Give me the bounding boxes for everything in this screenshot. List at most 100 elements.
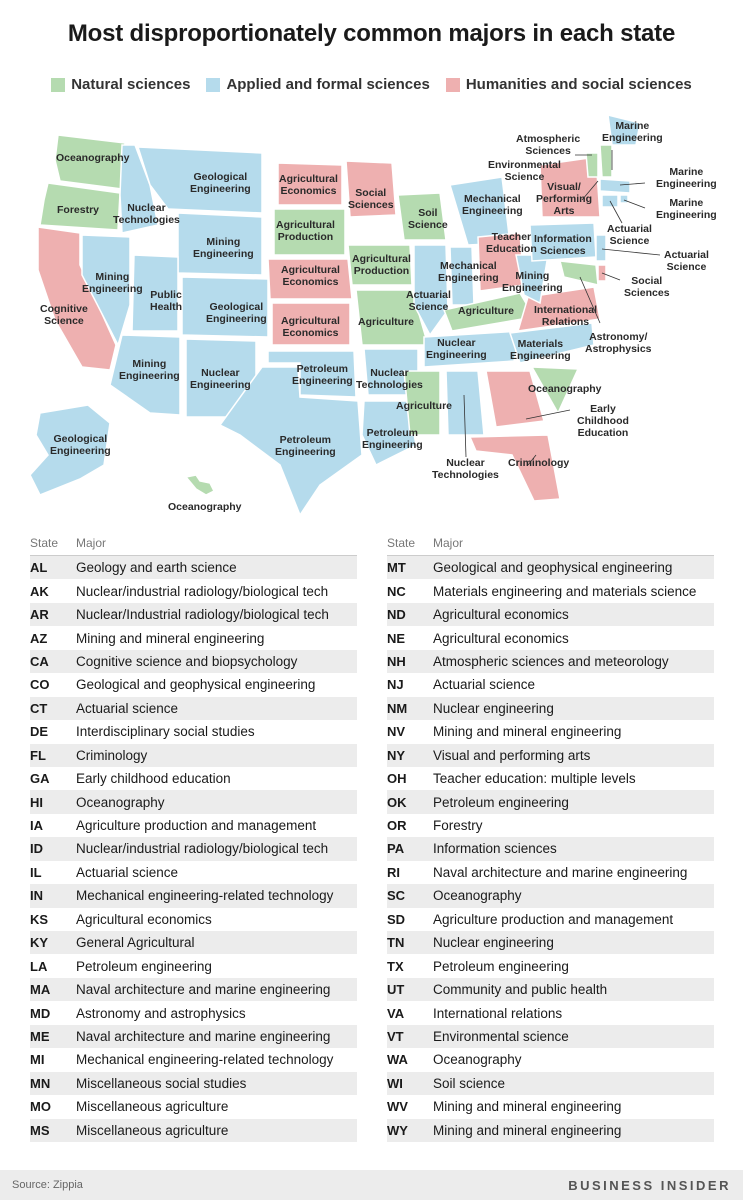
header-major: Major — [433, 536, 464, 550]
state-hi — [184, 474, 216, 496]
state-wa — [54, 134, 126, 190]
label-ia: Agricultural Production — [352, 253, 411, 277]
table-row: NV Mining and mineral engineering — [387, 720, 714, 743]
table-row: CA Cognitive science and biopsychology — [30, 649, 357, 674]
state-code: IN — [30, 888, 43, 904]
label-nd: Agricultural Economics — [279, 173, 338, 197]
major-name: Information sciences — [433, 841, 557, 857]
state-code: GA — [30, 771, 50, 787]
label-md: Astronomy/ Astrophysics — [585, 331, 652, 355]
major-name: Agriculture production and management — [433, 911, 674, 927]
major-name: Nuclear engineering — [433, 935, 554, 951]
state-code: SD — [387, 911, 406, 927]
label-ca: Cognitive Science — [40, 303, 88, 327]
table-row: MT Geological and geophysical engineering — [387, 556, 714, 580]
major-name: Actuarial science — [76, 864, 179, 880]
state-code: NJ — [387, 677, 404, 693]
major-name: Miscellaneous agriculture — [76, 1099, 229, 1115]
label-in: Mechanical Engineering — [438, 260, 499, 284]
major-name: Geological and geophysical engineering — [433, 560, 673, 576]
label-hi: Oceanography — [168, 501, 242, 513]
major-name: Miscellaneous agriculture — [76, 1122, 229, 1138]
legend-applied-sciences: Applied and formal sciences — [206, 76, 430, 93]
state-code: MS — [30, 1122, 50, 1138]
label-az: Mining Engineering — [119, 358, 180, 382]
major-name: Mining and mineral engineering — [76, 630, 265, 646]
table-row: DE Interdisciplinary social studies — [30, 720, 357, 743]
state-ak — [29, 404, 111, 496]
state-code: VT — [387, 1028, 404, 1044]
brand-logo: BUSINESS INSIDER — [568, 1177, 731, 1193]
table-row: TN Nuclear engineering — [387, 931, 714, 955]
label-wv: Mining Engineering — [502, 270, 563, 294]
major-name: Forestry — [433, 818, 483, 834]
major-name: Interdisciplinary social studies — [76, 724, 255, 740]
major-name: Actuarial science — [76, 700, 179, 716]
table-row: MO Miscellaneous agriculture — [30, 1095, 357, 1118]
state-code: LA — [30, 958, 48, 974]
state-code: MD — [30, 1005, 51, 1021]
footer: Source: Zippia BUSINESS INSIDER — [0, 1170, 743, 1200]
label-wy: Mining Engineering — [193, 236, 254, 260]
label-nh: Atmospheric Sciences — [516, 133, 581, 157]
label-fl: Criminology — [508, 457, 570, 469]
state-ms — [403, 370, 441, 436]
state-code: NY — [387, 747, 406, 763]
label-nc: Materials Engineering — [510, 338, 571, 362]
state-ut — [131, 254, 179, 332]
table-row: SC Oceanography — [387, 884, 714, 908]
state-code: WI — [387, 1075, 403, 1091]
label-il: Actuarial Science — [406, 289, 451, 313]
state-wy — [177, 212, 263, 276]
label-ct: Actuarial Science — [607, 223, 652, 247]
label-tn: Nuclear Engineering — [426, 337, 487, 361]
table-row: NM Nuclear engineering — [387, 696, 714, 721]
legend-swatch-humanities — [445, 77, 460, 92]
table-row: WV Mining and mineral engineering — [387, 1095, 714, 1118]
major-name: Early childhood education — [76, 771, 231, 787]
major-name: Petroleum engineering — [433, 794, 569, 810]
state-code: WA — [387, 1052, 408, 1068]
label-nv: Mining Engineering — [82, 271, 143, 295]
table-row: VA International relations — [387, 1001, 714, 1024]
label-al: Nuclear Technologies — [432, 457, 499, 481]
legend-label: Natural sciences — [71, 76, 191, 93]
major-name: Agricultural economics — [433, 630, 569, 646]
table-row: AL Geology and earth science — [30, 556, 357, 580]
table-row: OK Petroleum engineering — [387, 790, 714, 814]
majors-table-right: State Major MT Geological and geophysical… — [387, 536, 714, 1142]
label-or: Forestry — [57, 204, 100, 216]
major-name: Nuclear/industrial radiology/biological … — [76, 841, 329, 857]
major-name: Agricultural economics — [433, 607, 569, 623]
state-code: AK — [30, 583, 49, 599]
label-ky: Agriculture — [458, 305, 515, 317]
state-code: IL — [30, 864, 42, 880]
state-code: MI — [30, 1052, 45, 1068]
table-row: NJ Actuarial science — [387, 673, 714, 696]
header-state: State — [30, 536, 59, 550]
label-mt: Geological Engineering — [190, 171, 251, 195]
table-row: MD Astronomy and astrophysics — [30, 1001, 357, 1024]
label-mo: Agriculture — [358, 316, 415, 328]
major-name: Mining and mineral engineering — [433, 1122, 622, 1138]
table-row: CT Actuarial science — [30, 696, 357, 721]
state-al — [445, 370, 485, 436]
label-ma: Marine Engineering — [656, 166, 717, 190]
state-ga — [485, 370, 545, 428]
state-code: CA — [30, 653, 49, 669]
label-de: Social Sciences — [624, 275, 670, 299]
state-code: UT — [387, 982, 405, 998]
state-nc — [508, 322, 595, 364]
state-id — [119, 144, 159, 234]
label-co: Geological Engineering — [206, 301, 267, 325]
table-row: AZ Mining and mineral engineering — [30, 626, 357, 649]
major-name: Mechanical engineering-related technolog… — [76, 888, 334, 904]
major-name: Geology and earth science — [76, 560, 237, 576]
state-sc — [530, 366, 580, 415]
state-code: KY — [30, 935, 49, 951]
major-name: Criminology — [76, 747, 148, 763]
major-name: Teacher education: multiple levels — [433, 771, 636, 787]
state-code: TN — [387, 935, 405, 951]
majors-table-left: State Major AL Geology and earth science A… — [30, 536, 357, 1142]
table-row: HI Oceanography — [30, 790, 357, 814]
